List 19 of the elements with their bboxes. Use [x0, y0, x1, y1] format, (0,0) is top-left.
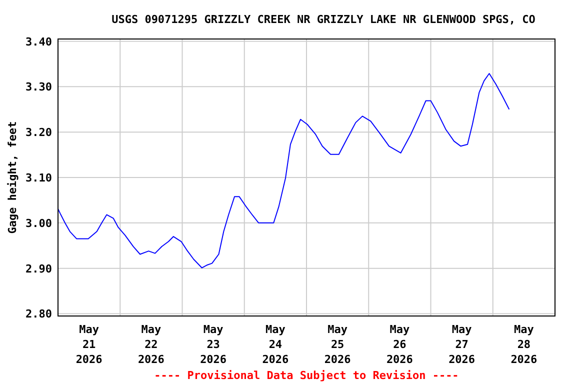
x-tick-label: May 22 2026: [138, 323, 165, 366]
chart-title: USGS 09071295 GRIZZLY CREEK NR GRIZZLY LAKE NR GLENWOOD SPGS, CO: [112, 13, 536, 26]
y-tick-label: 3.30: [26, 80, 52, 94]
line-series: [58, 73, 510, 268]
y-tick-label: 2.90: [26, 262, 52, 276]
x-tick-label: May 25 2026: [324, 323, 352, 366]
y-tick-label: 3.10: [26, 172, 52, 184]
text: ---- Provisional Data Subject to Revision ----: [154, 369, 459, 382]
x-tick-label: May 24 2026: [262, 323, 290, 366]
y-tick-label: 2.80: [26, 308, 52, 321]
x-tick-label: May 27 2026: [448, 323, 476, 366]
x-tick-label: May 26 2026: [386, 323, 414, 366]
y-tick-label: 3.40: [26, 35, 52, 48]
y-axis-title: Gage height, feet: [6, 121, 19, 234]
x-tick-label: May 23 2026: [200, 323, 227, 366]
x-tick-label: May 21 2026: [76, 323, 103, 366]
y-tick-label: 3.00: [26, 216, 52, 230]
x-tick-label: May 28 2026: [510, 323, 538, 366]
y-tick-label: 3.20: [26, 126, 52, 140]
